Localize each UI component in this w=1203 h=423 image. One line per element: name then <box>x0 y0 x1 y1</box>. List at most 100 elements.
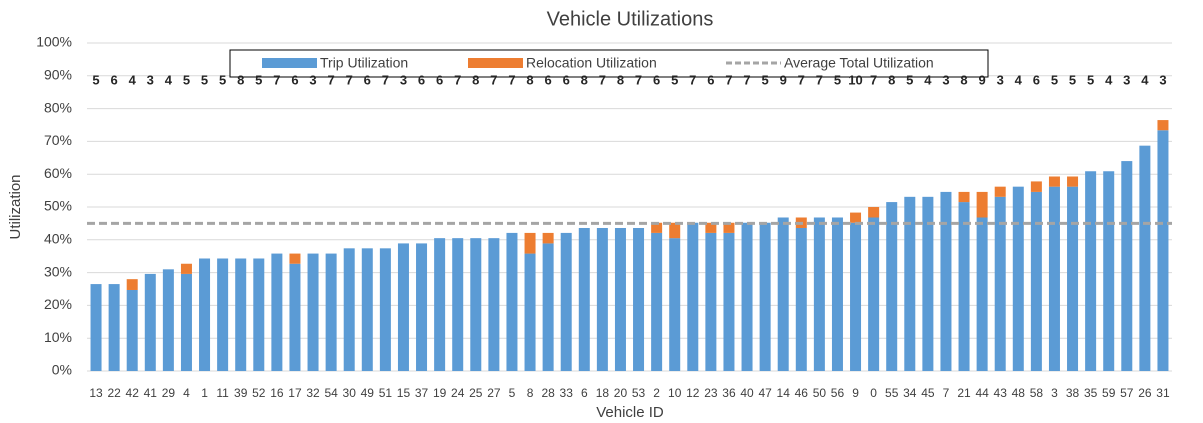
legend-label: Average Total Utilization <box>784 55 934 71</box>
x-tick-label: 47 <box>758 386 772 400</box>
bar-label: 5 <box>671 72 678 87</box>
bar-segment <box>1121 161 1133 371</box>
x-tick-label: 32 <box>306 386 320 400</box>
bar-label: 5 <box>834 72 841 87</box>
chart-title: Vehicle Utilizations <box>547 8 714 30</box>
x-tick-label: 26 <box>1138 386 1152 400</box>
x-tick-label: 56 <box>831 386 845 400</box>
bar-segment <box>1012 186 1024 371</box>
bar-label: 3 <box>1123 72 1130 87</box>
bar-segment <box>633 227 645 371</box>
bar-segment <box>524 232 536 254</box>
x-tick-label: 48 <box>1012 386 1026 400</box>
bar-label: 5 <box>906 72 913 87</box>
x-tick-label: 42 <box>126 386 140 400</box>
bar-segment <box>850 212 862 223</box>
bar-label: 9 <box>979 72 986 87</box>
bar-label: 3 <box>1159 72 1166 87</box>
x-tick-label: 24 <box>451 386 465 400</box>
bar-label: 8 <box>526 72 533 87</box>
x-tick-label: 10 <box>668 386 682 400</box>
y-tick-label: 80% <box>44 99 72 115</box>
x-tick-label: 58 <box>1030 386 1044 400</box>
bar-label: 5 <box>219 72 226 87</box>
bar-segment <box>651 232 663 371</box>
x-tick-label: 0 <box>870 386 877 400</box>
bar-label: 6 <box>707 72 714 87</box>
bar-segment <box>904 196 916 371</box>
x-tick-label: 50 <box>813 386 827 400</box>
bar-segment <box>1157 130 1169 371</box>
bar-label: 3 <box>400 72 407 87</box>
x-tick-label: 23 <box>704 386 718 400</box>
x-tick-label: 54 <box>324 386 338 400</box>
x-tick-label: 45 <box>921 386 935 400</box>
x-tick-label: 44 <box>975 386 989 400</box>
bar-label: 6 <box>1033 72 1040 87</box>
bar-label: 5 <box>1051 72 1058 87</box>
legend-label: Relocation Utilization <box>526 55 657 71</box>
bar-label: 4 <box>1015 72 1023 87</box>
bar-segment <box>813 217 825 371</box>
bar-label: 8 <box>617 72 624 87</box>
x-tick-label: 31 <box>1156 386 1170 400</box>
x-tick-label: 21 <box>957 386 971 400</box>
bar-segment <box>958 202 970 371</box>
x-tick-label: 57 <box>1120 386 1134 400</box>
bar-segment <box>416 243 428 371</box>
x-tick-label: 16 <box>270 386 284 400</box>
x-tick-label: 29 <box>162 386 176 400</box>
grid <box>87 42 1172 372</box>
bar-label: 7 <box>870 72 877 87</box>
bar-segment <box>524 253 536 371</box>
bar-segment <box>289 263 301 371</box>
bar-label: 7 <box>635 72 642 87</box>
bar-label: 7 <box>328 72 335 87</box>
bar-segment <box>994 196 1006 371</box>
bar-label: 5 <box>92 72 99 87</box>
bar-label: 7 <box>490 72 497 87</box>
y-tick-label: 10% <box>44 329 72 345</box>
bar-label: 6 <box>563 72 570 87</box>
bar-segment <box>994 186 1006 197</box>
bar-label: 4 <box>1105 72 1113 87</box>
bar-segment <box>741 222 753 371</box>
x-tick-label: 41 <box>144 386 158 400</box>
x-tick-label: 35 <box>1084 386 1098 400</box>
bar-label: 7 <box>798 72 805 87</box>
bar-segment <box>669 222 681 239</box>
bar-segment <box>1157 120 1169 131</box>
x-tick-label: 14 <box>777 386 791 400</box>
x-tick-label: 39 <box>234 386 248 400</box>
bar-segment <box>795 227 807 371</box>
y-tick-label: 90% <box>44 67 72 83</box>
x-tick-label: 25 <box>469 386 483 400</box>
bar-label: 6 <box>436 72 443 87</box>
x-tick-label: 8 <box>527 386 534 400</box>
x-tick-label: 5 <box>509 386 516 400</box>
bar-segment <box>651 222 663 233</box>
x-tick-label: 3 <box>1051 386 1058 400</box>
bar-label: 4 <box>1141 72 1149 87</box>
bar-label: 7 <box>454 72 461 87</box>
bar-label: 7 <box>689 72 696 87</box>
legend-label: Trip Utilization <box>320 55 408 71</box>
bar-label: 3 <box>942 72 949 87</box>
legend-box <box>229 49 989 78</box>
bar-segment <box>488 238 500 371</box>
bar-segment <box>560 232 572 371</box>
x-tick-label: 7 <box>943 386 950 400</box>
bar-segment <box>470 238 482 371</box>
bar-segment <box>1048 176 1060 187</box>
x-tick-label: 37 <box>415 386 429 400</box>
bar-label: 6 <box>418 72 425 87</box>
x-tick-label: 6 <box>581 386 588 400</box>
bar-segment <box>180 273 192 371</box>
bar-segment <box>199 258 211 371</box>
bar-segment <box>596 227 608 371</box>
bar-segment <box>614 227 626 371</box>
bar-segment <box>1030 181 1042 192</box>
y-tick-label: 30% <box>44 263 72 279</box>
bar-label: 3 <box>147 72 154 87</box>
bar-label: 5 <box>1087 72 1094 87</box>
